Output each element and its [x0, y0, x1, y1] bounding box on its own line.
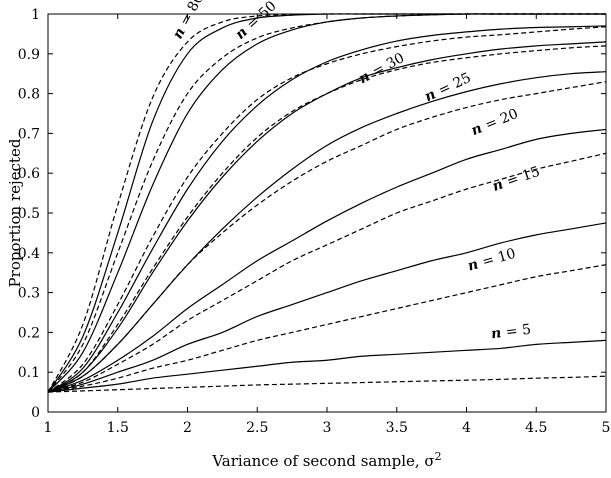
series-n-15-dashed: [47, 152, 607, 393]
y-tick-label: 0.4: [18, 246, 40, 262]
y-tick-label: 0.2: [18, 325, 40, 341]
y-tick-label: 0.3: [18, 286, 40, 302]
x-tick-label: 4.5: [525, 420, 547, 436]
series-n-25-dashed: [47, 45, 607, 393]
series-n-25-solid: [47, 41, 607, 393]
curves-group: [47, 13, 607, 393]
x-tick-label: 5: [602, 420, 611, 436]
y-tick-label: 0.5: [18, 206, 40, 222]
y-tick-label: 0.8: [18, 87, 40, 103]
series-n-30-dashed: [47, 26, 607, 393]
y-axis-title: Proportion rejected: [6, 138, 24, 287]
curve-label-n5: n = 5: [490, 322, 532, 343]
x-tick-label: 2: [183, 420, 192, 436]
series-n-20-dashed: [47, 81, 607, 393]
x-tick-label: 4: [462, 420, 471, 436]
curve-label-n30: n = 30: [356, 50, 407, 87]
curve-label-n80: n = 80: [170, 0, 207, 42]
curve-label-n20: n = 20: [469, 106, 520, 139]
series-n-30-solid: [47, 25, 607, 393]
curve-label-n10: n = 10: [466, 246, 518, 275]
x-tick-label: 2.5: [246, 420, 268, 436]
x-axis-title: Variance of second sample, σ2: [211, 450, 441, 470]
series-n-15-solid: [47, 128, 607, 393]
series-n-10-dashed: [47, 264, 607, 393]
y-tick-label: 0.1: [18, 365, 40, 381]
curve-label-n25: n = 25: [422, 70, 473, 105]
plot-frame: [47, 13, 607, 413]
series-n-10-solid: [47, 222, 607, 393]
y-tick-label: 0.6: [18, 166, 40, 182]
series-n-20-solid: [47, 71, 607, 393]
y-tick-label: 0.9: [18, 47, 40, 63]
series-n-50-dashed: [47, 13, 606, 393]
x-tick-label: 3: [323, 420, 332, 436]
y-tick-label: 0.7: [18, 126, 40, 142]
ticks-group: 1 1.5 2 2.5 3 3.5 4 4.5 5 0 0.1 0.2 0.3 0.4 0.5 0.6 0.7 0…: [18, 7, 611, 436]
series-n-5-solid: [47, 339, 607, 393]
y-tick-label: 0: [31, 405, 40, 421]
x-tick-label: 3.5: [386, 420, 408, 436]
x-tick-label: 1: [44, 420, 53, 436]
series-n-5-dashed: [47, 375, 607, 393]
y-tick-label: 1: [31, 7, 40, 23]
series-n-80-dashed: [47, 13, 606, 393]
x-tick-label: 1.5: [107, 420, 129, 436]
curve-label-n15: n = 15: [490, 164, 542, 195]
